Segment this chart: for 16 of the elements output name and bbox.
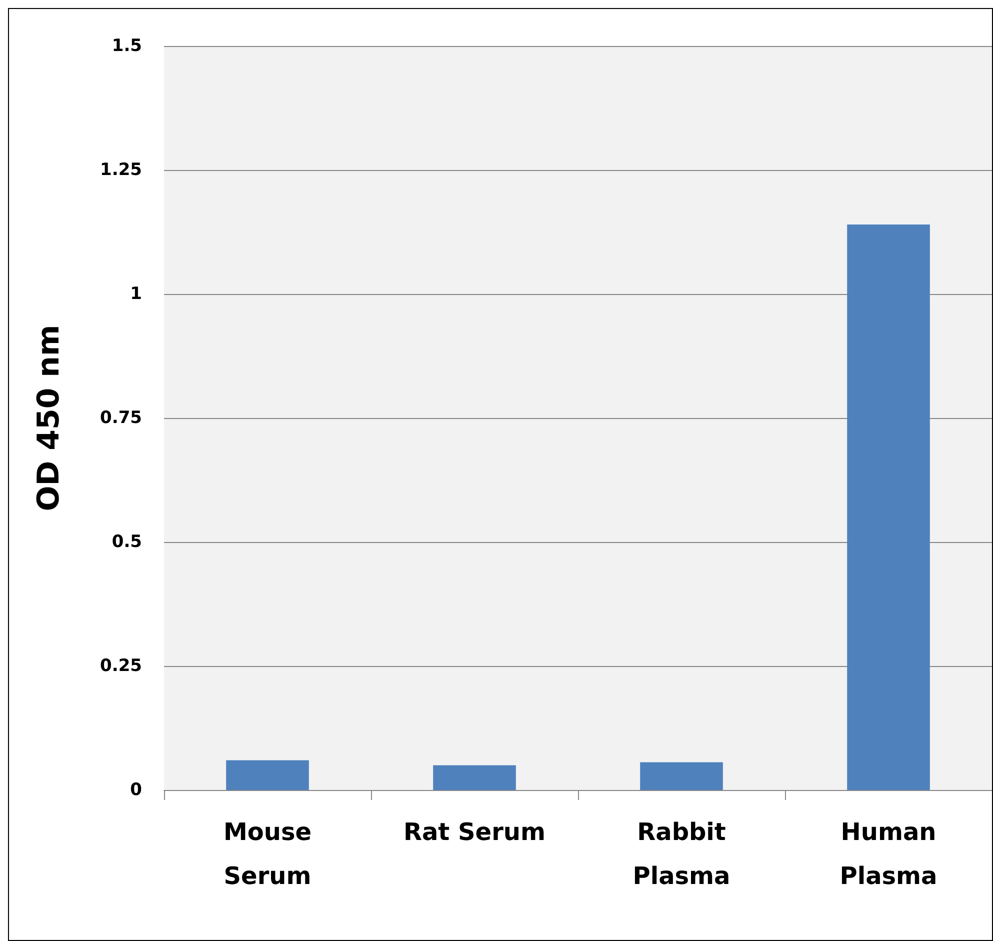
x-tick-label: Mouse Serum (223, 818, 312, 890)
bar (433, 765, 516, 790)
y-tick-label: 0.5 (112, 532, 142, 552)
y-tick-label: 1.5 (112, 36, 142, 56)
y-tick-label: 1.25 (100, 160, 142, 180)
y-tick-label: 0 (130, 780, 142, 800)
x-tick-label: Rat Serum (404, 818, 546, 846)
bar (226, 760, 309, 790)
y-tick-label: 1 (130, 284, 142, 304)
x-tick-label: Human Plasma (840, 818, 938, 890)
bar (640, 762, 723, 790)
x-tick-label: Rabbit Plasma (632, 818, 730, 890)
y-tick-label: 0.75 (100, 408, 142, 428)
y-axis-title: OD 450 nm (32, 324, 66, 512)
bar (847, 224, 930, 790)
y-tick-label: 0.25 (100, 656, 142, 676)
